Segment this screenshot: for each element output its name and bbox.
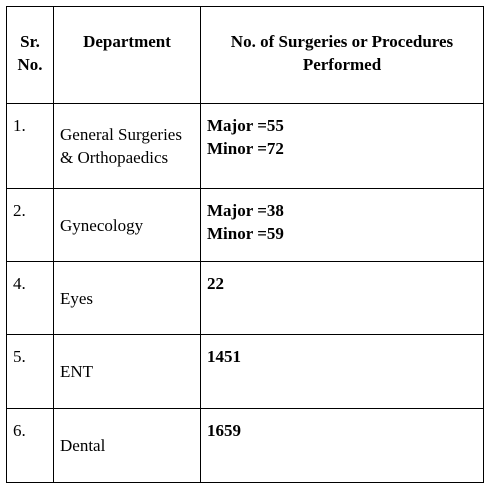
- table-row: 1. General Surgeries & Orthopaedics Major …: [6, 103, 484, 189]
- serial-cell: 6.: [6, 408, 54, 483]
- table-row: 6. Dental 1659: [6, 408, 484, 483]
- serial-cell: 1.: [6, 103, 54, 189]
- header-row: Sr. No. Department No. of Surgeries or Pro…: [6, 6, 484, 104]
- surgeries-table: Sr. No. Department No. of Surgeries or Pro…: [6, 6, 484, 483]
- procedure-count: Major =55: [207, 116, 284, 135]
- header-cell: Sr. No.: [6, 6, 54, 104]
- procedures-cell: 22: [200, 261, 484, 335]
- serial-cell: 5.: [6, 334, 54, 409]
- procedures-cell: Major =55 Minor =72: [200, 103, 484, 189]
- procedure-count: 22: [207, 274, 224, 293]
- procedure-count: Minor =72: [207, 139, 284, 158]
- table-body: 1. General Surgeries & Orthopaedics Major …: [6, 103, 484, 483]
- table-row: 2. Gynecology Major =38 Minor =59: [6, 188, 484, 262]
- department-cell: Dental: [53, 408, 201, 483]
- header-cell: Department: [53, 6, 201, 104]
- department-cell: Eyes: [53, 261, 201, 335]
- table-row: 4. Eyes 22: [6, 261, 484, 335]
- serial-cell: 4.: [6, 261, 54, 335]
- department-cell: ENT: [53, 334, 201, 409]
- table-header: Sr. No. Department No. of Surgeries or Pro…: [6, 6, 484, 104]
- procedure-count: Major =38: [207, 201, 284, 220]
- procedures-cell: 1451: [200, 334, 484, 409]
- procedures-cell: Major =38 Minor =59: [200, 188, 484, 262]
- procedures-cell: 1659: [200, 408, 484, 483]
- procedure-count: 1451: [207, 347, 241, 366]
- table-row: 5. ENT 1451: [6, 334, 484, 409]
- procedure-count: 1659: [207, 421, 241, 440]
- department-cell: General Surgeries & Orthopaedics: [53, 103, 201, 189]
- serial-cell: 2.: [6, 188, 54, 262]
- header-cell: No. of Surgeries or Procedures Performed: [200, 6, 484, 104]
- department-cell: Gynecology: [53, 188, 201, 262]
- procedure-count: Minor =59: [207, 224, 284, 243]
